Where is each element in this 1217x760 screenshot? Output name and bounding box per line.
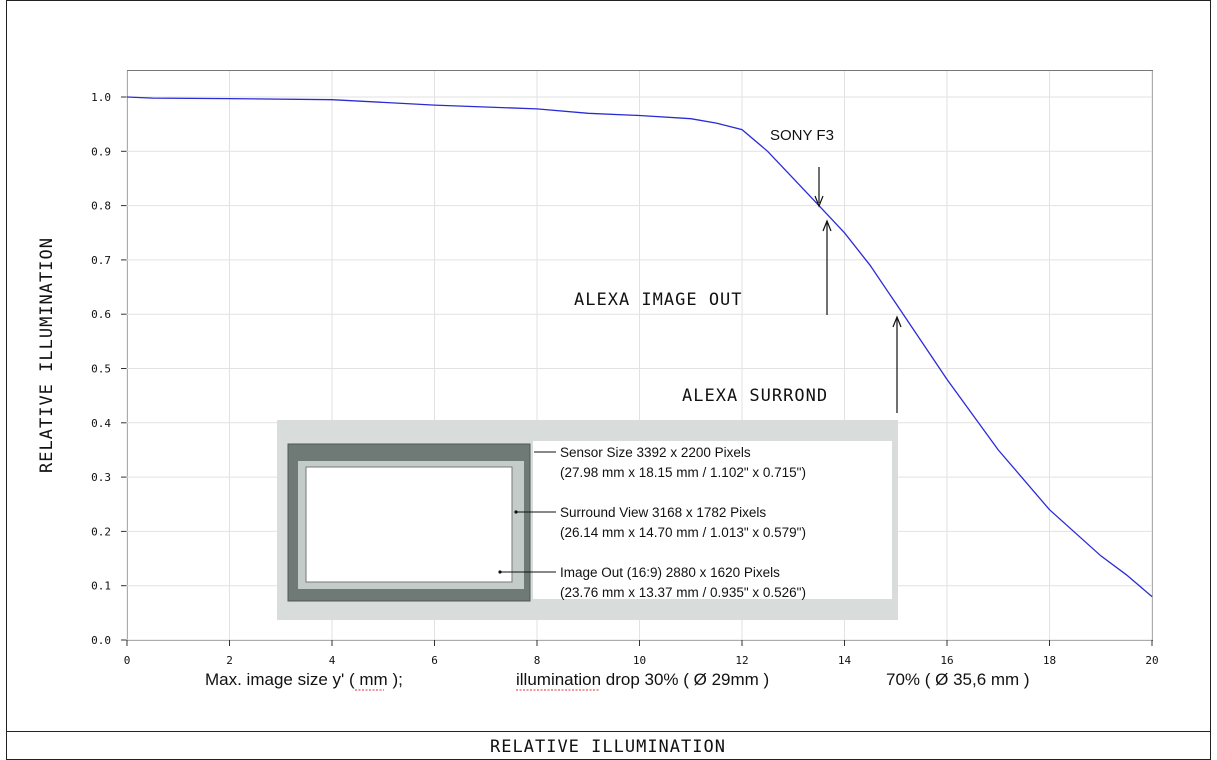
sensor-size-label: Sensor Size 3392 x 2200 Pixels xyxy=(560,445,751,460)
annotation-sony-f3-label: SONY F3 xyxy=(770,127,834,144)
x-axis-label: Max. image size y' ( mm ); xyxy=(205,670,403,689)
y-tick-label: 0.9 xyxy=(91,145,111,158)
y-tick-label: 0.4 xyxy=(91,417,111,430)
image-out-label: Image Out (16:9) 2880 x 1620 Pixels xyxy=(560,565,780,580)
x-tick-label: 6 xyxy=(431,654,438,667)
sensor-size-dims: (27.98 mm x 18.15 mm / 1.102" x 0.715") xyxy=(560,465,806,480)
inset-label-panel xyxy=(533,441,892,599)
y-tick-label: 0.2 xyxy=(91,525,111,538)
sensor-inset: Sensor Size 3392 x 2200 Pixels (27.98 mm… xyxy=(277,420,898,620)
annotation-alexa-image-out-arrowhead xyxy=(822,219,832,232)
annotation-sony-f3: SONY F3 xyxy=(770,127,834,208)
x-tick-label: 0 xyxy=(124,654,131,667)
surround-view-label: Surround View 3168 x 1782 Pixels xyxy=(560,505,766,520)
x-tick-label: 10 xyxy=(633,654,646,667)
y-axis-label: RELATIVE ILLUMINATION xyxy=(37,237,57,473)
y-tick-label: 0.0 xyxy=(91,634,111,647)
illumination-curve xyxy=(126,96,1153,598)
annotation-alexa-image-out-label: ALEXA IMAGE OUT xyxy=(574,290,743,310)
y-tick-label: 0.8 xyxy=(91,200,111,213)
y-tick-label: 0.6 xyxy=(91,308,111,321)
x-tick-label: 2 xyxy=(226,654,233,667)
image-out-dims: (23.76 mm x 13.37 mm / 0.935" x 0.526") xyxy=(560,585,806,600)
annotation-sony-f3-arrowhead xyxy=(814,195,824,208)
y-tick-label: 0.7 xyxy=(91,254,111,267)
annotation-alexa-surround-label: ALEXA SURROND xyxy=(682,386,828,406)
surround-view-dims: (26.14 mm x 14.70 mm / 1.013" x 0.579") xyxy=(560,525,806,540)
x-tick-label: 4 xyxy=(329,654,336,667)
x-axis-illumination-drop-30: illumination drop 30% ( Ø 29mm ) xyxy=(516,670,769,689)
x-tick-label: 14 xyxy=(838,654,852,667)
x-tick-label: 16 xyxy=(940,654,953,667)
x-axis-illumination-drop-70: 70% ( Ø 35,6 mm ) xyxy=(886,670,1030,689)
annotation-alexa-image-out: ALEXA IMAGE OUT xyxy=(574,219,832,315)
x-tick-label: 18 xyxy=(1043,654,1056,667)
x-tick-label: 8 xyxy=(534,654,541,667)
image-out-rect xyxy=(305,466,513,583)
x-tick-label: 20 xyxy=(1145,654,1158,667)
y-tick-label: 1.0 xyxy=(91,91,111,104)
y-tick-labels: 0.0 0.1 0.2 0.3 0.4 0.5 0.6 0.7 0.8 0.9 1.0 xyxy=(91,91,111,647)
annotation-alexa-surround-arrowhead xyxy=(892,315,902,328)
y-tick-label: 0.1 xyxy=(91,580,111,593)
x-tick-label: 12 xyxy=(735,654,748,667)
y-tick-label: 0.5 xyxy=(91,363,111,376)
x-tick-labels: 0 2 4 6 8 10 12 14 16 18 20 xyxy=(124,654,1159,667)
chart-title: RELATIVE ILLUMINATION xyxy=(490,737,726,757)
image-out-pointer-dot xyxy=(498,570,502,574)
y-tick-label: 0.3 xyxy=(91,471,111,484)
surround-view-pointer-dot xyxy=(514,510,518,514)
annotation-alexa-surround: ALEXA SURROND xyxy=(682,315,902,413)
